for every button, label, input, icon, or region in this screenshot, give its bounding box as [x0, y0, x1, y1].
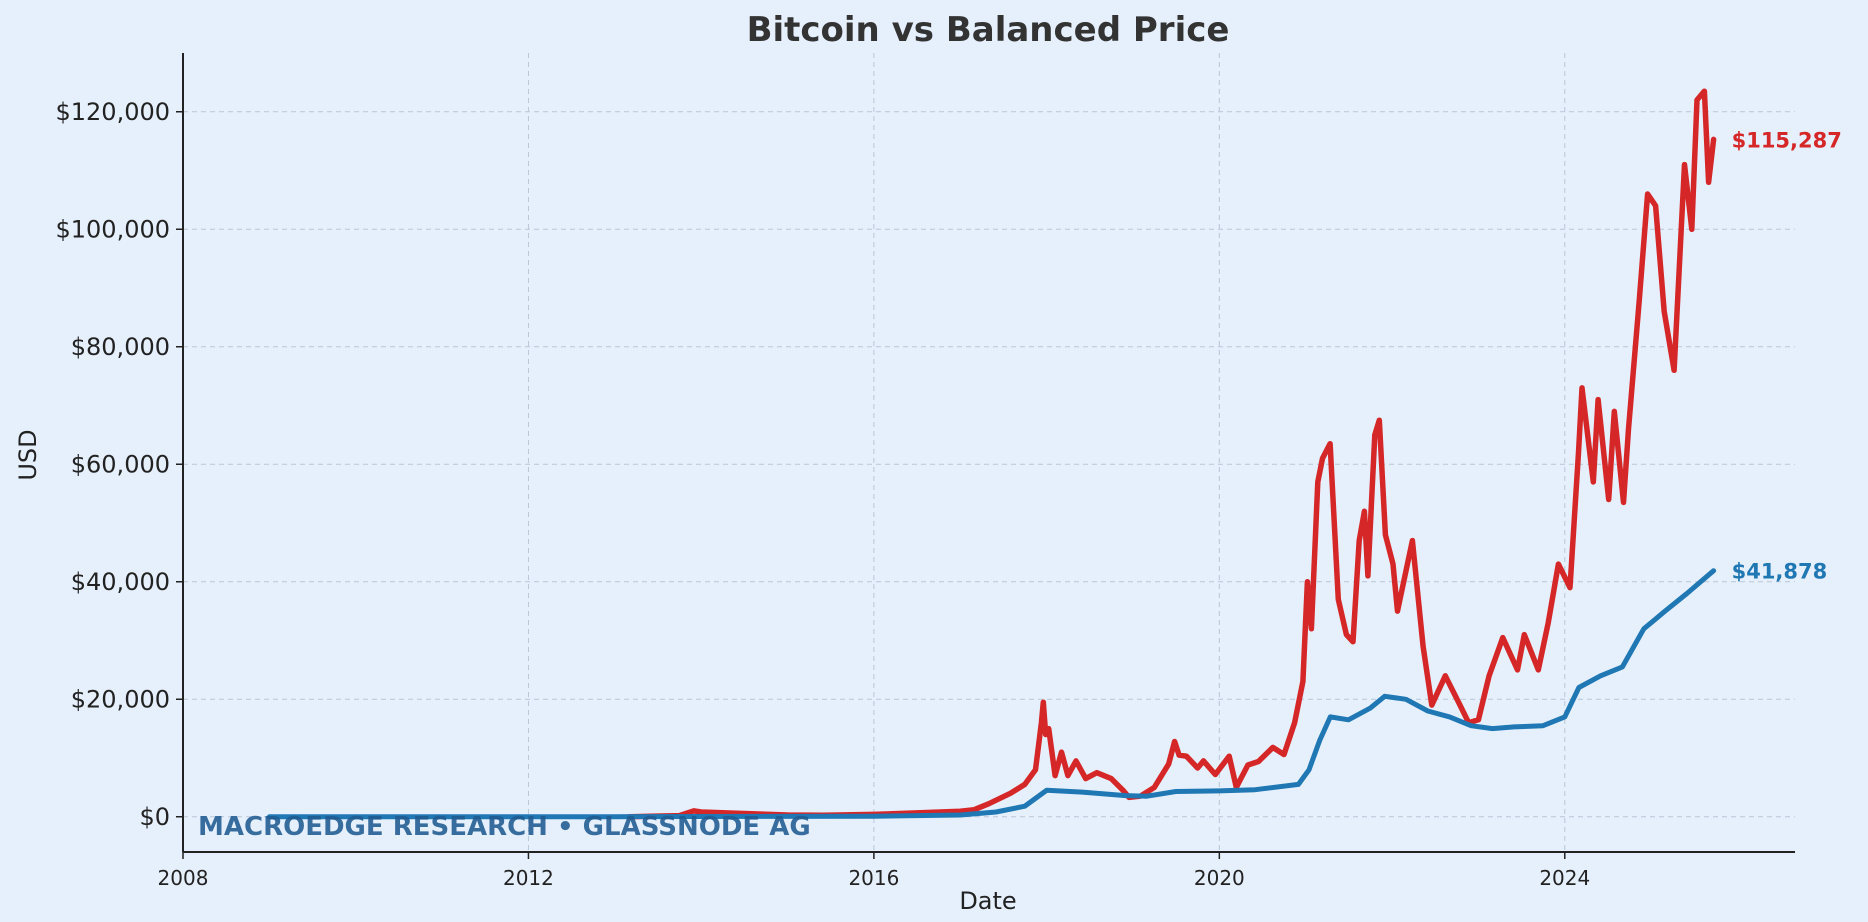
- y-tick-label: $40,000: [71, 568, 170, 596]
- series-line-0: [626, 88, 1717, 820]
- series-end-label-1: $41,878: [1732, 560, 1828, 584]
- x-tick-label: 2008: [158, 866, 209, 890]
- x-tick-label: 2016: [848, 866, 899, 890]
- x-tick-label: 2020: [1194, 866, 1245, 890]
- x-axis-ticks: 2008 2012 2016 2020 2024: [158, 852, 1590, 890]
- y-tick-label: $0: [139, 803, 170, 831]
- series: [266, 88, 1717, 820]
- watermark: MACROEDGE RESEARCH • GLASSNODE AG: [198, 812, 811, 842]
- y-tick-label: $120,000: [55, 98, 170, 126]
- y-axis-ticks: $0 $20,000 $40,000 $60,000 $80,000 $100,000 $1…: [55, 98, 183, 831]
- series-end-label-0: $115,287: [1732, 128, 1842, 152]
- y-tick-label: $60,000: [71, 450, 170, 478]
- grid: [183, 53, 1795, 852]
- x-axis-label: Date: [959, 887, 1016, 915]
- chart-title: Bitcoin vs Balanced Price: [747, 10, 1230, 50]
- end-labels: $115,287 $41,878: [1732, 128, 1842, 583]
- y-tick-label: $20,000: [71, 685, 170, 713]
- axes: [182, 53, 1795, 853]
- series-line-1: [266, 568, 1717, 820]
- y-tick-label: $80,000: [71, 333, 170, 361]
- y-axis-label: USD: [14, 429, 42, 480]
- y-tick-label: $100,000: [55, 215, 170, 243]
- x-tick-label: 2012: [503, 866, 554, 890]
- x-tick-label: 2024: [1539, 866, 1590, 890]
